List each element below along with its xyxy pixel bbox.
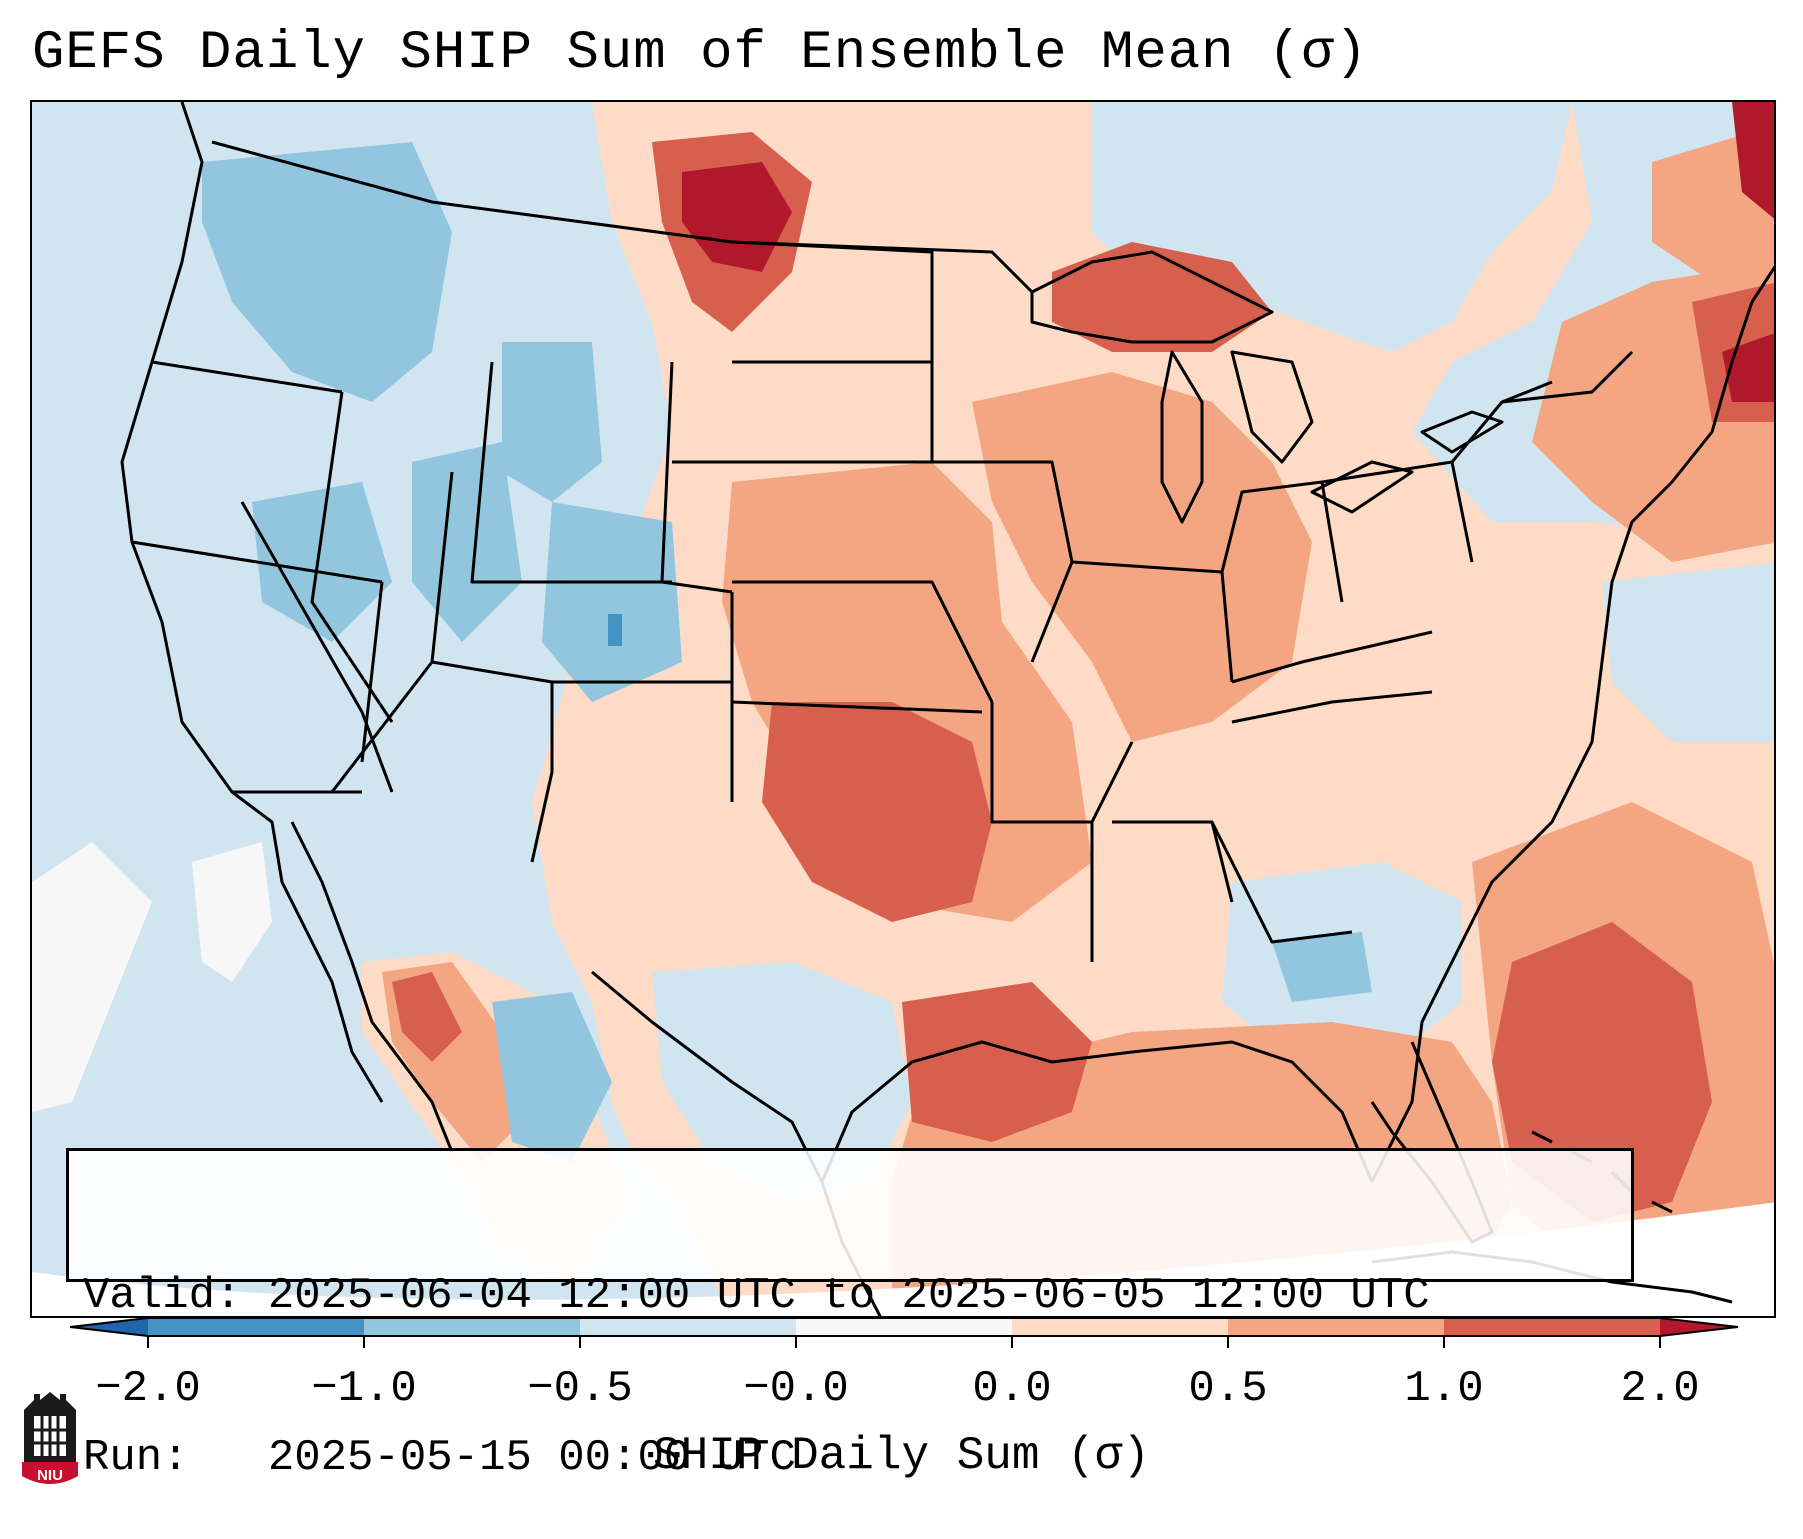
field-dk-red-superior	[1052, 242, 1272, 352]
colorbar-tick-label: −2.0	[95, 1364, 201, 1414]
colorbar-tick-label: −0.0	[743, 1364, 849, 1414]
field-xdk-red-quebec	[1732, 102, 1774, 219]
state-lines-south	[990, 690, 1433, 962]
field-dk-red-florida-atlantic	[1492, 922, 1712, 1222]
valid-run-info-box: Valid: 2025-06-04 12:00 UTC to 2025-06-0…	[66, 1148, 1634, 1483]
colorbar-label: SHIP Daily Sum (σ)	[653, 1430, 1150, 1482]
ship-anomaly-map	[32, 102, 1774, 1316]
niu-logo-icon: NIU	[22, 1392, 78, 1484]
field-md-blue-northwest	[202, 142, 452, 402]
field-white-pacific	[32, 842, 152, 1112]
field-md-red-midwest	[972, 372, 1312, 742]
lake-erie	[1310, 460, 1414, 514]
colorbar-tick-label: 0.0	[972, 1364, 1052, 1414]
colorbar-segment-6	[1444, 1318, 1660, 1336]
colorbar	[70, 1318, 1739, 1348]
state-lines-northeast	[1321, 350, 1634, 563]
colorbar-segment-2	[580, 1318, 796, 1336]
field-md-blue-wyoming	[502, 342, 602, 502]
texas-gulf-coastline	[820, 1040, 1374, 1183]
field-dk-red-baja	[392, 972, 462, 1062]
field-md-blue-mexico	[492, 992, 612, 1162]
lake-michigan	[1160, 350, 1204, 524]
run-time-text: Run: 2025-05-15 00:00 UTC	[83, 1433, 796, 1483]
field-dk-blue-colorado	[608, 614, 622, 646]
colorbar-extend-high	[1660, 1318, 1738, 1336]
colorbar-tick-label: −1.0	[311, 1364, 417, 1414]
field-dk-red-oklahoma	[762, 702, 992, 922]
state-lines-midwest	[1071, 480, 1433, 684]
map-panel	[30, 100, 1776, 1318]
colorbar-ticks	[147, 1336, 1661, 1348]
map-title: GEFS Daily SHIP Sum of Ensemble Mean (σ)	[32, 23, 1369, 84]
logo-text: NIU	[37, 1467, 63, 1484]
baja-coastline	[290, 821, 454, 1153]
boundaries	[120, 102, 1774, 1316]
field-white-pacific-2	[192, 842, 272, 982]
lake-superior	[1030, 250, 1274, 344]
colorbar-segment-4	[1012, 1318, 1228, 1336]
east-coastline	[1370, 265, 1774, 1183]
west-coastline	[120, 102, 384, 1103]
lake-ontario	[1420, 410, 1504, 454]
field-dk-red-gulf-texas	[902, 982, 1092, 1142]
colorbar-tick-label: 2.0	[1620, 1364, 1700, 1414]
colorbar-segment-5	[1228, 1318, 1444, 1336]
colorbar-segment-0	[148, 1318, 364, 1336]
state-lines-mountain	[470, 361, 932, 802]
field-md-blue-georgia	[1272, 932, 1372, 1002]
field-md-blue-colorado	[542, 502, 682, 702]
field-md-blue-nevada	[252, 482, 392, 642]
field-lt-blue-texas	[652, 962, 912, 1202]
colorbar-segment-1	[364, 1318, 580, 1336]
colorbar-tick-label: 1.0	[1404, 1364, 1484, 1414]
field-lt-blue-atlantic	[1602, 562, 1774, 742]
valid-time-text: Valid: 2025-06-04 12:00 UTC to 2025-06-0…	[83, 1271, 1430, 1321]
colorbar-tick-label: −0.5	[527, 1364, 633, 1414]
colorbar-extend-low	[70, 1318, 148, 1336]
projection-edge	[32, 1202, 1774, 1316]
field-md-red-plains	[722, 462, 1092, 922]
state-lines-plains	[731, 240, 1074, 714]
lake-huron	[1230, 350, 1314, 464]
colorbar-segment-3	[796, 1318, 1012, 1336]
colorbar-tick-label: 0.5	[1188, 1364, 1268, 1414]
